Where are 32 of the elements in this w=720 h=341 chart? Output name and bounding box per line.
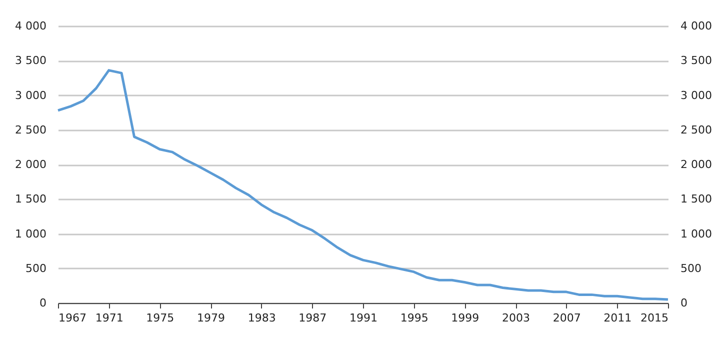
x-tick-label: 2007 bbox=[552, 312, 581, 324]
line-series bbox=[56, 69, 670, 301]
x-tick-label: 1983 bbox=[248, 312, 276, 324]
x-tick-label: 1991 bbox=[350, 312, 378, 324]
y-tick-label: 0 bbox=[40, 296, 46, 310]
y-tick-label: 3 000 bbox=[15, 88, 46, 102]
y2-tick-label: 1 500 bbox=[680, 192, 712, 206]
x-tick-label: 1967 bbox=[58, 312, 86, 324]
y-tick-label: 2 000 bbox=[15, 158, 46, 171]
y2-tick-label: 3 500 bbox=[680, 54, 712, 68]
y-tick-label: 1 500 bbox=[15, 192, 46, 206]
y2-tick-label: 2 000 bbox=[680, 158, 712, 171]
y2-tick-label: 4 000 bbox=[680, 20, 712, 32]
y-tick-label: 3 500 bbox=[15, 54, 46, 68]
y-tick-label: 4 000 bbox=[15, 20, 46, 32]
x-tick-label: 1995 bbox=[400, 312, 428, 324]
y-tick-label: 500 bbox=[26, 262, 46, 275]
x-tick-label: 1979 bbox=[197, 312, 225, 324]
x-tick-label: 1971 bbox=[95, 312, 124, 324]
y2-tick-label: 1 000 bbox=[680, 227, 712, 240]
y2-tick-label: 0 bbox=[680, 296, 688, 310]
y2-tick-label: 3 000 bbox=[680, 88, 712, 102]
y2-tick-label: 2 500 bbox=[680, 123, 712, 136]
x-tick-label: 2011 bbox=[604, 312, 632, 324]
x-tick-label: 1987 bbox=[298, 312, 327, 324]
x-tick-label: 1975 bbox=[146, 312, 174, 324]
y-tick-label: 1 000 bbox=[15, 227, 46, 240]
x-tick-label: 2003 bbox=[502, 312, 530, 324]
y-tick-label: 2 500 bbox=[15, 123, 46, 136]
y2-tick-label: 500 bbox=[680, 262, 702, 275]
x-tick-label: 2015 bbox=[640, 312, 668, 324]
x-tick-label: 1999 bbox=[451, 312, 480, 324]
